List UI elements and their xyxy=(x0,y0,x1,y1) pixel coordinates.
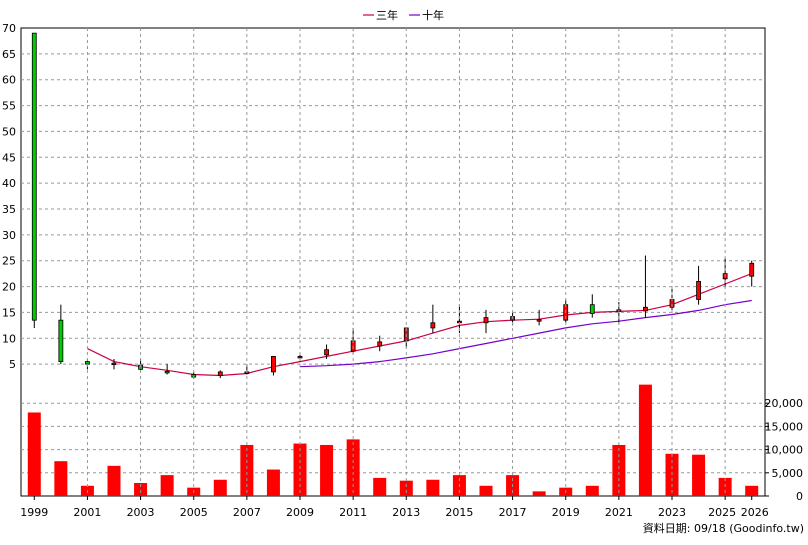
volume-bar xyxy=(373,477,387,496)
candle xyxy=(271,355,276,376)
x-tick-label: 2013 xyxy=(392,506,420,519)
volume-bar xyxy=(532,491,546,496)
volume-tick-label: 0 xyxy=(796,490,803,503)
price-tick-label: 40 xyxy=(2,177,16,190)
price-tick-label: 30 xyxy=(2,229,16,242)
price-tick-label: 60 xyxy=(2,74,16,87)
candle xyxy=(31,32,37,328)
volume-bar xyxy=(293,443,307,496)
price-tick-label: 65 xyxy=(2,48,16,61)
candle-body xyxy=(31,32,37,321)
volume-bar xyxy=(27,412,41,496)
candle xyxy=(430,304,436,334)
candle xyxy=(58,304,64,365)
price-tick-label: 10 xyxy=(2,332,16,345)
candle-body xyxy=(164,370,170,374)
price-tick-label: 70 xyxy=(2,22,16,35)
volume-bar xyxy=(399,480,413,496)
candle-body xyxy=(430,322,436,329)
price-tick-label: 45 xyxy=(2,151,16,164)
price-tick-label: 50 xyxy=(2,125,16,138)
candle xyxy=(324,344,329,359)
volume-panel: 0 5,000 10,000 15,000 20,000 xyxy=(21,380,803,503)
candle-body xyxy=(536,319,542,322)
candle-body xyxy=(696,280,701,300)
volume-tick-label: 20,000 xyxy=(765,397,804,410)
x-tick-label: 2026 xyxy=(741,506,769,519)
ma10-line xyxy=(299,299,752,368)
candle-body xyxy=(217,371,223,376)
x-tick-label: 2015 xyxy=(445,506,473,519)
x-tick-label: 2019 xyxy=(552,506,580,519)
volume-tick-label: 15,000 xyxy=(765,420,804,433)
x-tick-label: 2001 xyxy=(73,506,101,519)
candle xyxy=(217,370,223,379)
candle-body xyxy=(483,317,489,324)
x-tick-label: 2009 xyxy=(286,506,314,519)
candle xyxy=(696,265,701,305)
x-tick-label: 2007 xyxy=(233,506,261,519)
x-tick-label: 2017 xyxy=(499,506,527,519)
candle-body xyxy=(297,355,303,359)
candle xyxy=(483,309,489,334)
volume-tick-label: 10,000 xyxy=(765,444,804,457)
x-tick-label: 2003 xyxy=(127,506,155,519)
price-tick-label: 20 xyxy=(2,281,16,294)
volume-bar xyxy=(745,485,759,496)
volume-bar xyxy=(266,469,280,496)
volume-bar xyxy=(426,479,440,496)
volume-bar xyxy=(692,454,706,496)
x-tick-label: 1999 xyxy=(20,506,48,519)
candle-body xyxy=(58,319,64,362)
candle-body xyxy=(589,304,595,314)
x-tick-label: 2005 xyxy=(180,506,208,519)
price-tick-label: 15 xyxy=(2,306,16,319)
plot-frame xyxy=(20,27,766,497)
candle xyxy=(536,309,542,326)
candle-body xyxy=(85,361,90,365)
ma3-line xyxy=(87,273,752,377)
price-tick-label: 55 xyxy=(2,100,16,113)
volume-bar xyxy=(612,444,626,496)
candle xyxy=(589,294,595,318)
candle xyxy=(377,335,383,352)
volume-bar xyxy=(585,485,599,496)
x-tick-label: 2023 xyxy=(658,506,686,519)
volume-bar xyxy=(240,444,254,496)
volume-bar xyxy=(320,444,334,496)
legend-ma3-label: 三年 xyxy=(376,8,398,22)
candle-body xyxy=(324,349,329,356)
legend-ma10-label: 十年 xyxy=(422,8,444,22)
price-tick-label: 35 xyxy=(2,203,16,216)
volume-tick-label: 5,000 xyxy=(772,467,804,480)
x-tick-label: 2011 xyxy=(339,506,367,519)
x-tick-label: 2025 xyxy=(708,506,736,519)
candle-body xyxy=(643,306,648,312)
candle-body xyxy=(271,355,276,373)
x-axis: 1999 2001 2003 2005 2007 2009 2011 2013 2015 2017… xyxy=(20,28,769,519)
volume-bar xyxy=(107,465,121,496)
candle xyxy=(164,364,170,375)
volume-bar xyxy=(213,479,227,496)
x-tick-label: 2021 xyxy=(605,506,633,519)
candle-body xyxy=(111,362,117,366)
volume-bar xyxy=(134,483,148,496)
candle xyxy=(111,358,117,370)
candle-body xyxy=(377,341,383,347)
candle xyxy=(643,255,648,318)
candle-body xyxy=(749,262,755,277)
volume-bar xyxy=(54,461,68,496)
volume-bar xyxy=(479,485,493,496)
volume-bar xyxy=(160,475,174,496)
source-note: 資料日期: 09/18 (Goodinfo.tw) xyxy=(643,521,804,535)
price-tick-label: 5 xyxy=(9,358,16,371)
candle xyxy=(749,260,755,287)
price-tick-label: 25 xyxy=(2,255,16,268)
legend: 三年 十年 xyxy=(363,8,444,22)
volume-bar xyxy=(638,384,652,496)
